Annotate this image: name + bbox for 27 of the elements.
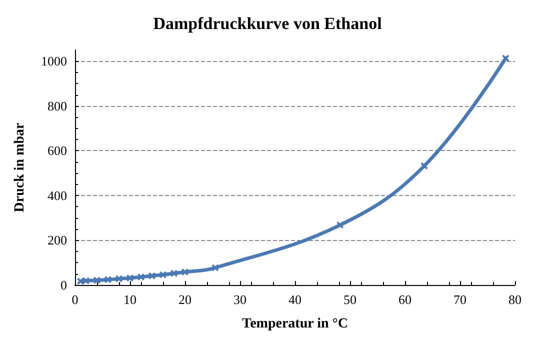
- point: [94, 276, 100, 284]
- x-tick-label: 60: [398, 292, 412, 307]
- y-tick-label: 0: [60, 278, 67, 292]
- x-tick-label: 20: [178, 292, 192, 307]
- x-axis-title: Temperatur in °C: [242, 316, 348, 332]
- y-tick-label: 600: [48, 143, 67, 158]
- x-tick-label: 40: [288, 292, 302, 307]
- y-axis-title: Druck in mbar: [12, 122, 28, 212]
- point: [116, 275, 122, 282]
- y-tick-label: 800: [48, 98, 67, 114]
- point: [170, 270, 178, 277]
- chart-title: Dampfdruckkurve von Ethanol: [153, 14, 382, 33]
- point: [148, 272, 156, 280]
- x-tick-label: 70: [454, 292, 466, 307]
- y-tick-label: 1000: [41, 54, 67, 69]
- y-tick-label: 400: [48, 188, 67, 203]
- x-tick-label: 30: [234, 292, 246, 307]
- x-tick-label: 80: [508, 292, 522, 307]
- point: [82, 277, 90, 284]
- x-tick-label: 50: [344, 292, 356, 307]
- line-series: [77, 54, 510, 285]
- point: [160, 271, 166, 278]
- x-tick-label: 10: [124, 292, 136, 307]
- point: [420, 162, 428, 170]
- y-tick-label: 200: [48, 232, 67, 248]
- point: [104, 276, 112, 284]
- x-tick-label: 0: [72, 292, 78, 307]
